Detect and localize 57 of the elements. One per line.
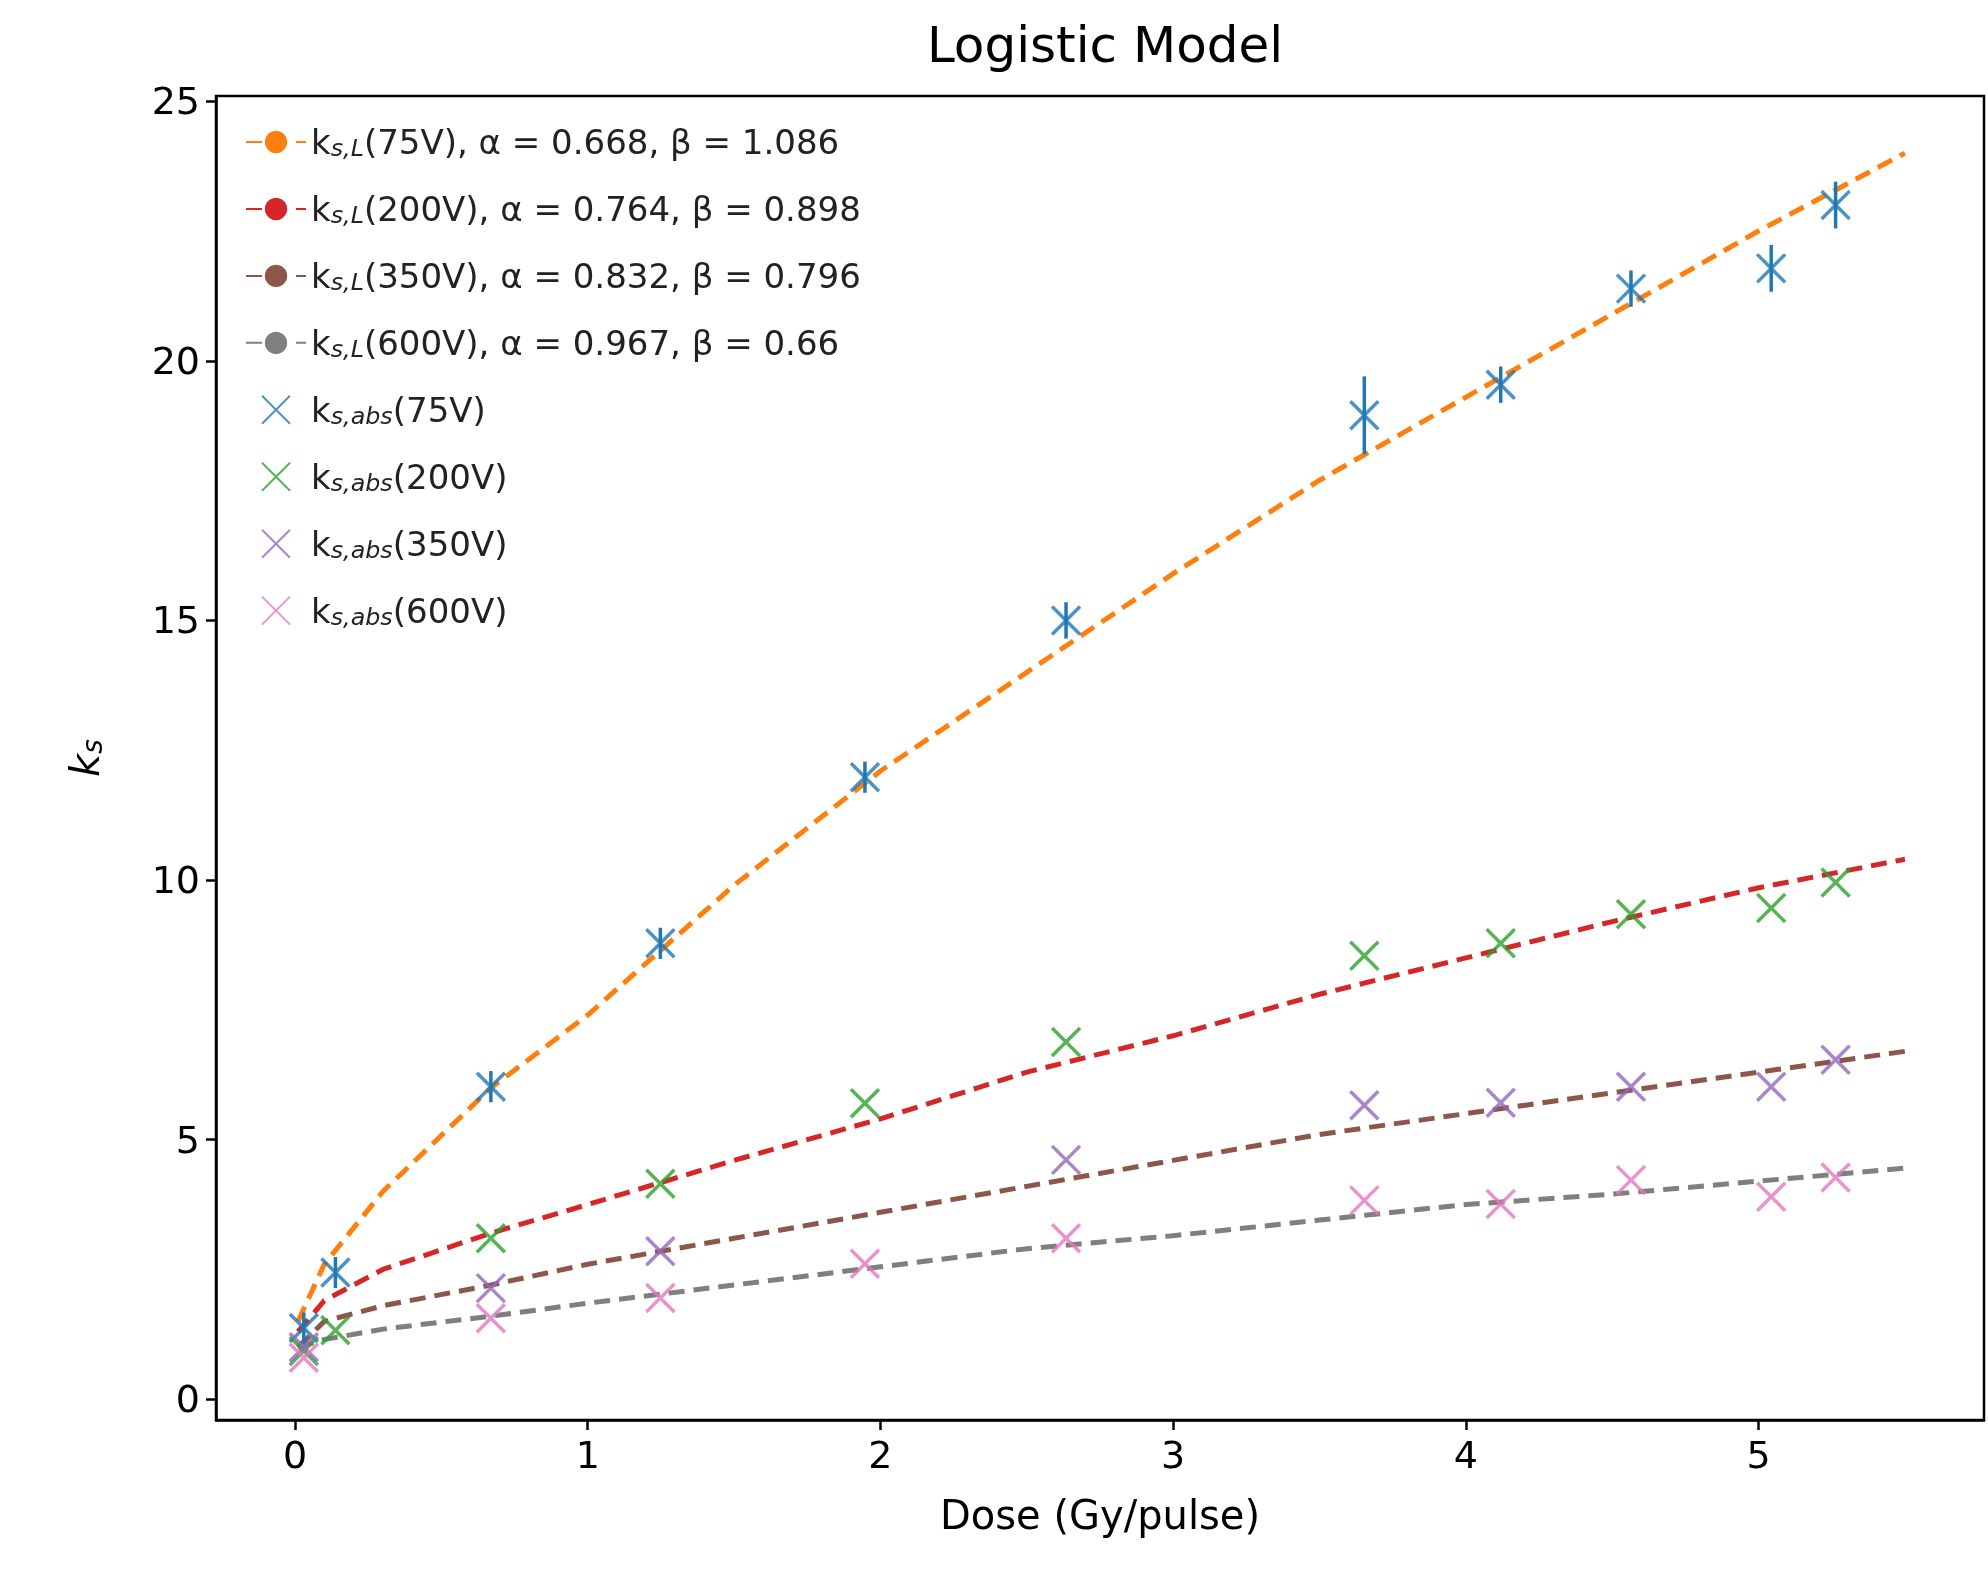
x-axis-title: Dose (Gy/pulse) (939, 1492, 1261, 1538)
point (288, 1341, 320, 1374)
x-tick-label: 2 (868, 1433, 893, 1477)
point (1348, 940, 1381, 972)
y-tick-label: 15 (151, 598, 200, 643)
legend-label: ks,L(600V), α = 0.967, β = 0.66 (311, 322, 840, 363)
point (644, 1168, 677, 1200)
point (1050, 1222, 1082, 1255)
legend-label: ks,abs(350V) (311, 523, 508, 564)
y-tick-label: 5 (175, 1117, 200, 1162)
x-tick-label: 3 (1161, 1433, 1186, 1477)
point (1615, 1164, 1647, 1196)
point (849, 761, 881, 793)
y-axis-title: ks (62, 739, 109, 777)
x-tick-label: 4 (1453, 1433, 1478, 1477)
point (1819, 866, 1852, 899)
point (1050, 1026, 1082, 1058)
point (1348, 399, 1381, 432)
point (849, 1247, 881, 1280)
point (1484, 368, 1517, 401)
point (1484, 1188, 1517, 1220)
point (1819, 1161, 1852, 1194)
y-tick-label: 25 (151, 79, 200, 124)
point (644, 1282, 677, 1314)
legend-label: ks,abs(600V) (311, 590, 508, 631)
point (1755, 252, 1787, 285)
y-tick-label: 0 (175, 1377, 200, 1422)
point (1755, 1180, 1787, 1213)
y-tick-label: 20 (151, 338, 200, 383)
point (1755, 1070, 1787, 1103)
legend-label: ks,abs(200V) (311, 456, 508, 497)
point (1484, 927, 1517, 960)
point (1615, 272, 1647, 305)
point (1348, 1184, 1381, 1217)
point (1050, 1144, 1082, 1176)
point (319, 1256, 352, 1289)
legend-label: ks,L(200V), α = 0.764, β = 0.898 (311, 188, 861, 229)
y-tick-label: 10 (151, 858, 200, 903)
point (1615, 898, 1647, 931)
point (1050, 604, 1082, 637)
point (1615, 1070, 1647, 1103)
legend-label: ks,L(350V), α = 0.832, β = 0.796 (311, 255, 861, 296)
chart-title: Logistic Model (926, 16, 1284, 74)
legend-label: ks,L(75V), α = 0.668, β = 1.086 (311, 122, 840, 162)
point (1484, 1087, 1517, 1119)
point (1755, 892, 1787, 924)
x-tick-label: 5 (1746, 1433, 1771, 1477)
point (849, 1087, 881, 1120)
x-tick-label: 1 (575, 1433, 600, 1477)
point (1819, 1043, 1852, 1076)
x-tick-label: 0 (282, 1433, 308, 1477)
point (319, 1314, 352, 1346)
point (644, 1235, 677, 1267)
point (644, 927, 677, 960)
point (1348, 1089, 1381, 1122)
legend-label: ks,abs(75V) (311, 389, 486, 430)
point (1819, 189, 1852, 221)
